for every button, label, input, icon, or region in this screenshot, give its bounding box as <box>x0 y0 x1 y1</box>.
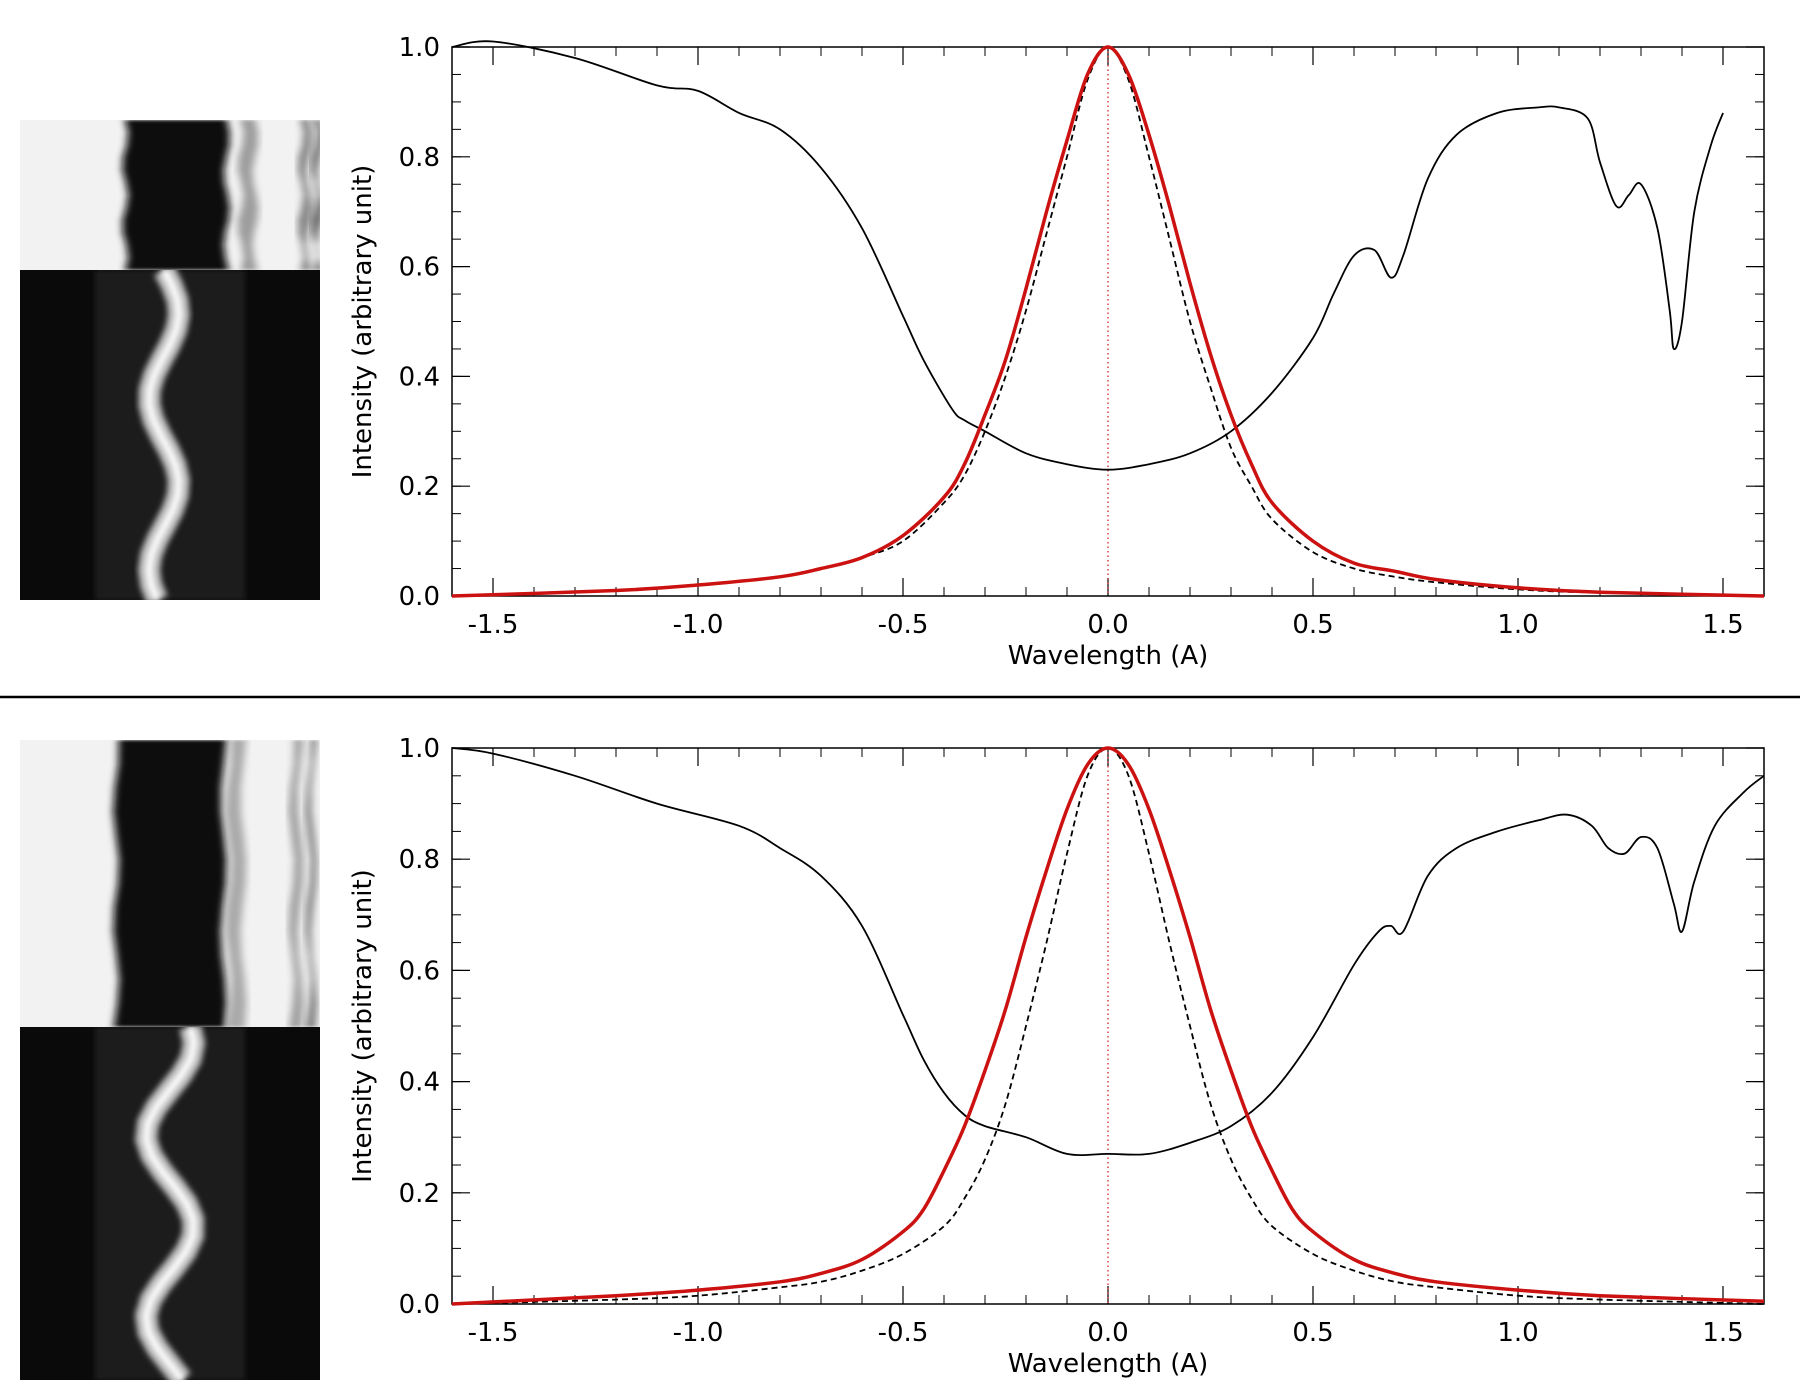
absorption-band <box>297 120 313 270</box>
x-axis-ticks: -1.5 -1.0 -0.5 0.0 0.5 1.0 1.5 <box>468 1318 1744 1348</box>
y-axis-ticks: 0.0 0.2 0.4 0.6 0.8 1.0 <box>399 734 440 1320</box>
x-tick-label: 1.0 <box>1497 1318 1538 1348</box>
emission-line <box>145 270 183 600</box>
y-tick-label: 0.4 <box>399 362 440 392</box>
series-solid-black <box>451 747 1765 1157</box>
x-tick-label: 0.0 <box>1087 610 1128 640</box>
x-tick-label: 0.5 <box>1292 610 1333 640</box>
spectrum-image-bottom-absorption <box>20 740 320 1027</box>
x-tick-label: -1.0 <box>673 1318 724 1348</box>
profile-chart-bottom: 0.0 0.2 0.4 0.6 0.8 1.0 -1.5 -1.0 -0.5 0… <box>348 734 1765 1379</box>
x-tick-label: -1.5 <box>468 610 519 640</box>
spectrum-image-top-emission <box>20 270 320 600</box>
x-tick-label: 0.0 <box>1087 1318 1128 1348</box>
x-tick-label: 1.5 <box>1702 610 1743 640</box>
spectrum-image-bottom-emission <box>20 1027 320 1380</box>
x-axis-title: Wavelength (A) <box>1008 641 1209 671</box>
x-tick-label: 0.5 <box>1292 1318 1333 1348</box>
y-tick-label: 0.8 <box>399 143 440 173</box>
x-tick-label: -0.5 <box>878 610 929 640</box>
y-tick-label: 0.2 <box>399 472 440 502</box>
absorption-band <box>122 120 230 270</box>
y-tick-label: 0.0 <box>399 582 440 612</box>
y-tick-label: 0.6 <box>399 956 440 986</box>
emission-line <box>142 1027 198 1380</box>
x-axis-ticks: -1.5 -1.0 -0.5 0.0 0.5 1.0 1.5 <box>468 610 1744 640</box>
spectrum-image-top-absorption <box>20 120 320 270</box>
absorption-band <box>305 740 317 1027</box>
profile-chart-top: 0.0 0.2 0.4 0.6 0.8 1.0 -1.5 -1.0 -0.5 0… <box>348 33 1765 671</box>
y-tick-label: 0.6 <box>399 253 440 283</box>
series-solid-black <box>451 40 1724 471</box>
x-tick-label: -1.5 <box>468 1318 519 1348</box>
series-solid-red <box>451 746 1765 1306</box>
absorption-band <box>225 740 247 1027</box>
y-tick-label: 0.2 <box>399 1179 440 1209</box>
y-tick-label: 0.0 <box>399 1290 440 1320</box>
absorption-band <box>288 740 304 1027</box>
y-tick-label: 1.0 <box>399 33 440 63</box>
series-dashed-black <box>451 747 1765 1305</box>
absorption-band <box>113 740 227 1027</box>
panel-bottom: 0.0 0.2 0.4 0.6 0.8 1.0 -1.5 -1.0 -0.5 0… <box>20 734 1765 1380</box>
series-solid-red <box>451 45 1765 598</box>
y-tick-label: 0.8 <box>399 845 440 875</box>
x-tick-label: 1.0 <box>1497 610 1538 640</box>
x-tick-label: -1.0 <box>673 610 724 640</box>
absorption-band <box>311 120 320 270</box>
y-axis-title: Intensity (arbitrary unit) <box>348 165 378 479</box>
x-tick-label: 1.5 <box>1702 1318 1743 1348</box>
y-tick-label: 0.4 <box>399 1068 440 1098</box>
y-tick-label: 1.0 <box>399 734 440 764</box>
x-axis-title: Wavelength (A) <box>1008 1349 1209 1379</box>
x-tick-label: -0.5 <box>878 1318 929 1348</box>
y-axis-ticks: 0.0 0.2 0.4 0.6 0.8 1.0 <box>399 33 440 612</box>
y-axis-title: Intensity (arbitrary unit) <box>348 869 378 1183</box>
absorption-band <box>237 120 259 270</box>
panel-top: 0.0 0.2 0.4 0.6 0.8 1.0 -1.5 -1.0 -0.5 0… <box>20 33 1765 671</box>
